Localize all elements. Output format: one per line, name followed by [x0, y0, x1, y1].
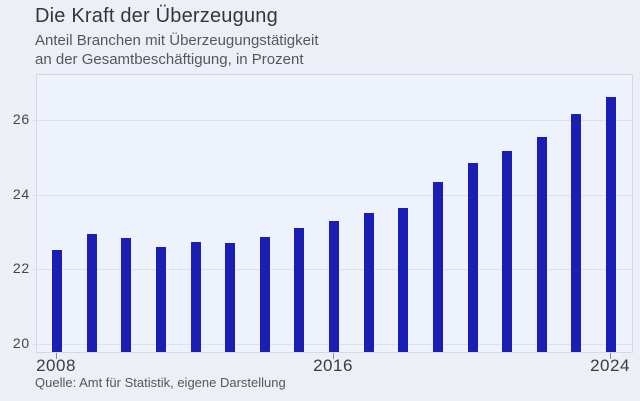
page-title: Die Kraft der Überzeugung: [35, 5, 278, 27]
x-axis-label: 2008: [36, 356, 76, 375]
bar: [363, 213, 374, 352]
gridline: [32, 194, 632, 196]
gridline: [32, 119, 632, 121]
bar: [190, 241, 201, 352]
bar: [52, 250, 62, 352]
bar: [571, 114, 582, 352]
source-note: Quelle: Amt für Statistik, eigene Darste…: [35, 375, 286, 390]
y-axis: 20 22 24 26: [0, 74, 30, 353]
bar: [121, 238, 132, 352]
x-axis-label: 2024: [590, 356, 630, 375]
chart-subtitle: Anteil Branchen mit Überzeugungstätigkei…: [35, 31, 319, 69]
x-axis-label: 2016: [313, 356, 353, 375]
chart-subtitle-line2: an der Gesamtbeschäftigung, in Prozent: [35, 51, 304, 68]
y-axis-label: 26: [12, 110, 30, 127]
bar: [86, 233, 97, 352]
plot-area: [32, 74, 633, 353]
bar: [259, 236, 270, 352]
y-axis-label: 20: [12, 334, 30, 351]
bar: [294, 228, 305, 352]
y-axis-label: 24: [12, 185, 30, 202]
y-axis-label: 22: [12, 260, 30, 277]
bar: [536, 136, 547, 352]
bar: [155, 246, 166, 352]
bar: [398, 207, 409, 352]
bar: [606, 97, 616, 352]
bar: [467, 163, 478, 352]
x-axis: 2008 2016 2024: [36, 353, 633, 381]
bar: [502, 150, 513, 352]
bar: [225, 242, 236, 352]
bar: [432, 182, 443, 352]
x-tick: [610, 353, 611, 359]
chart-subtitle-line1: Anteil Branchen mit Überzeugungstätigkei…: [35, 32, 319, 49]
bar: [329, 221, 339, 352]
x-tick: [333, 353, 334, 359]
x-tick: [56, 353, 57, 359]
